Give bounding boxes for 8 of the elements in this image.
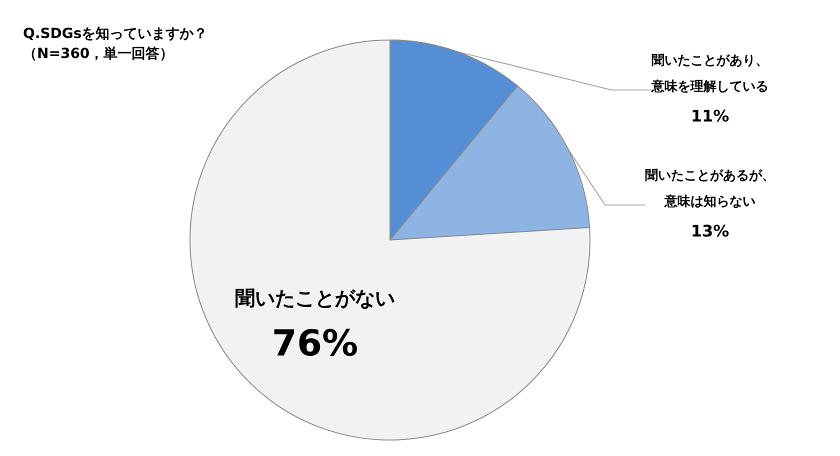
data-label: 76% [272, 324, 358, 364]
data-label: 13% [690, 222, 730, 240]
text: （N=360，単一回答） [23, 46, 174, 62]
slice-label: 聞いたことがない [235, 286, 395, 310]
chart-title: Q.SDGsを知っていますか？ [23, 26, 208, 42]
slice-label: 聞いたことがあり、意味を理解している [650, 54, 768, 94]
data-label: 11% [690, 106, 730, 126]
slice-label: 聞いたことがあるが、意味は知らない [645, 168, 775, 210]
